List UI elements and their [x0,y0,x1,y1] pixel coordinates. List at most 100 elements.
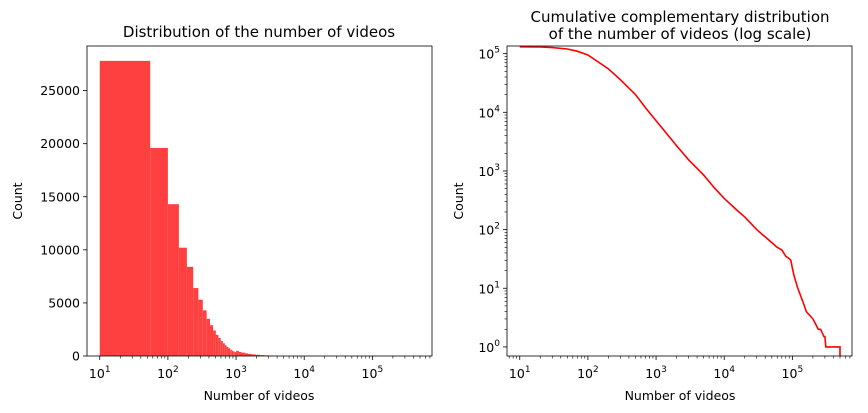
histogram-bar [198,299,203,356]
histogram-bar [222,343,225,356]
histogram-bar [215,334,219,356]
ccdf-y-tick-label-base: 10 [478,223,494,238]
ccdf-x-tick-label: 103 [645,365,667,381]
histogram-bar [224,345,227,356]
ccdf-x-tick-label-base: 10 [509,366,525,381]
ccdf-x-tick-label-base: 10 [645,366,661,381]
ccdf-x-tick-label-exponent: 2 [593,365,599,375]
ccdf-y-tick-label-base: 10 [478,105,494,120]
histogram-x-tick-label: 105 [362,365,384,381]
histogram-bar [186,266,194,356]
histogram-bar [99,60,151,357]
histogram-x-tick-label-base: 10 [362,366,378,381]
histogram-y-tick-label: 10000 [40,242,80,257]
histogram-bar [233,351,235,356]
histogram-x-tick-label-base: 10 [293,366,309,381]
ccdf-chart: Cumulative complementary distribution of… [451,8,853,403]
histogram-x-tick-label-exponent: 1 [105,365,111,375]
ccdf-y-tick-label-exponent: 4 [494,104,500,114]
histogram-x-tick-label-base: 10 [225,366,241,381]
ccdf-y-tick-label: 103 [478,163,500,179]
histogram-bar [230,349,232,356]
ccdf-y-tick-label-exponent: 0 [494,339,500,349]
histogram-bar [248,353,252,356]
histogram-bar [220,341,223,356]
ccdf-x-tick-label: 102 [577,365,599,381]
ccdf-x-tick-label-exponent: 4 [729,365,735,375]
histogram-bars [99,60,274,357]
histogram-bar [238,351,242,356]
ccdf-y-tick-label: 104 [478,104,500,120]
histogram-bar [234,352,237,356]
ccdf-y-axis-label: Count [451,182,466,219]
ccdf-y-tick-label: 105 [478,46,500,62]
ccdf-y-tick-label-base: 10 [478,281,494,296]
ccdf-x-tick-label-base: 10 [782,366,798,381]
histogram-y-tick-label: 0 [72,349,80,364]
ccdf-y-tick-label: 102 [478,222,500,238]
histogram-y-tick-label: 20000 [40,136,80,151]
histogram-bar [231,350,234,356]
histogram-x-tick-label-exponent: 2 [173,365,179,375]
histogram-bar [167,204,179,356]
ccdf-title-line-2: of the number of videos (log scale) [549,25,812,43]
ccdf-y-tick-label: 100 [478,339,500,355]
ccdf-axes-frame [506,45,853,357]
histogram-bar [260,355,265,356]
histogram-x-axis-label: Number of videos [204,388,315,403]
histogram-x-tick-label: 102 [157,365,179,381]
histogram-bar [251,354,256,356]
histogram-bar [255,354,261,356]
histogram-x-tick-label-exponent: 5 [377,365,383,375]
ccdf-y-tick-label-base: 10 [478,47,494,62]
histogram-y-axis-label: Count [10,182,25,219]
histogram-bar [213,330,216,356]
histogram-y-tick-label: 5000 [48,295,80,310]
histogram-bar [178,247,187,356]
ccdf-x-tick-label-exponent: 1 [525,365,531,375]
histogram-x-tick-label-exponent: 4 [309,365,315,375]
ccdf-y-tick-label-exponent: 5 [494,46,500,56]
ccdf-x-tick-label-base: 10 [577,366,593,381]
ccdf-y-tick-label-exponent: 1 [494,280,500,290]
histogram-x-tick-label: 103 [225,365,247,381]
histogram-y-tick-label: 15000 [40,189,80,204]
ccdf-x-axis-label: Number of videos [625,388,736,403]
ccdf-y-tick-label-base: 10 [478,340,494,355]
ccdf-x-tick-label-exponent: 5 [797,365,803,375]
ccdf-y-tick-label-base: 10 [478,164,494,179]
histogram-bar [210,325,214,356]
histogram-bar [244,353,249,356]
histogram-x-tick-label: 104 [293,365,315,381]
histogram-y-tick-label: 25000 [40,83,80,98]
ccdf-x-tick-label-exponent: 3 [661,365,667,375]
histogram-bar [241,352,245,356]
ccdf-x-tick-label: 104 [713,365,735,381]
ccdf-y-tick-label-exponent: 3 [494,163,500,173]
histogram-axes-frame [86,45,433,357]
ccdf-y-tick-label: 101 [478,280,500,296]
histogram-x-tick-label: 101 [89,365,111,381]
ccdf-x-tick-label-base: 10 [713,366,729,381]
ccdf-series-line [519,46,841,356]
ccdf-x-tick-label: 101 [509,365,531,381]
histogram-bar [202,310,207,356]
ccdf-x-tick-label: 105 [782,365,804,381]
histogram-bar [228,348,231,356]
histogram-x-tick-label-base: 10 [89,366,105,381]
histogram-bar [236,350,239,356]
histogram-chart: Distribution of the number of videos 101… [10,23,433,403]
histogram-bar [206,318,211,356]
histogram-x-tick-label-exponent: 3 [241,365,247,375]
histogram-bar [193,288,199,356]
histogram-bar [150,147,168,356]
ccdf-y-tick-label-exponent: 2 [494,222,500,232]
histogram-bar [226,346,229,356]
ccdf-title-line-1: Cumulative complementary distribution [530,8,829,26]
histogram-bar [218,337,221,356]
histogram-x-tick-label-base: 10 [157,366,173,381]
histogram-title: Distribution of the number of videos [123,23,395,41]
